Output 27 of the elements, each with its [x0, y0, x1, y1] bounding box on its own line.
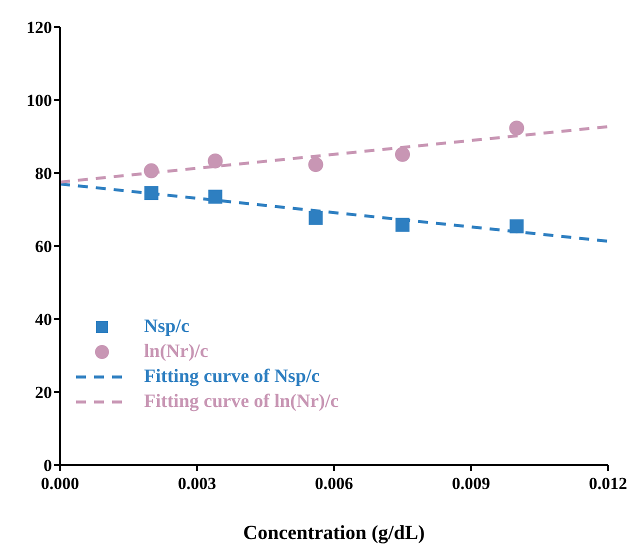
y-tick-label: 20: [35, 383, 52, 402]
point: [509, 120, 524, 136]
y-tick-label: 40: [35, 310, 52, 330]
y-tick-label: 60: [35, 237, 52, 256]
legend-label: Fitting curve of Nsp/c: [144, 365, 320, 389]
point: [144, 186, 158, 200]
x-tick-label: 0.003: [178, 474, 216, 494]
x-tick-label: 0.000: [40, 474, 80, 494]
x-axis-title: Concentration (g/dL): [243, 522, 425, 544]
point: [395, 146, 410, 162]
point: [144, 163, 159, 178]
x-tick-label: 0.006: [314, 474, 354, 494]
point: [208, 153, 223, 168]
point: [208, 190, 222, 204]
point: [308, 210, 323, 225]
y-tick-label: 0: [44, 456, 52, 476]
legend-label: ln(Nr)/c: [144, 340, 208, 364]
x-tick-label: 0.009: [452, 474, 490, 494]
point: [510, 219, 524, 234]
y-tick-label: 120: [26, 18, 52, 38]
x-tick-label: 0.012: [588, 474, 628, 494]
legend-label: Fitting curve of ln(Nr)/c: [144, 390, 339, 414]
legend-label: Nsp/c: [144, 315, 190, 339]
point: [308, 157, 324, 172]
y-tick-label: 100: [26, 91, 52, 110]
point: [396, 218, 410, 232]
y-tick-label: 80: [35, 164, 52, 184]
